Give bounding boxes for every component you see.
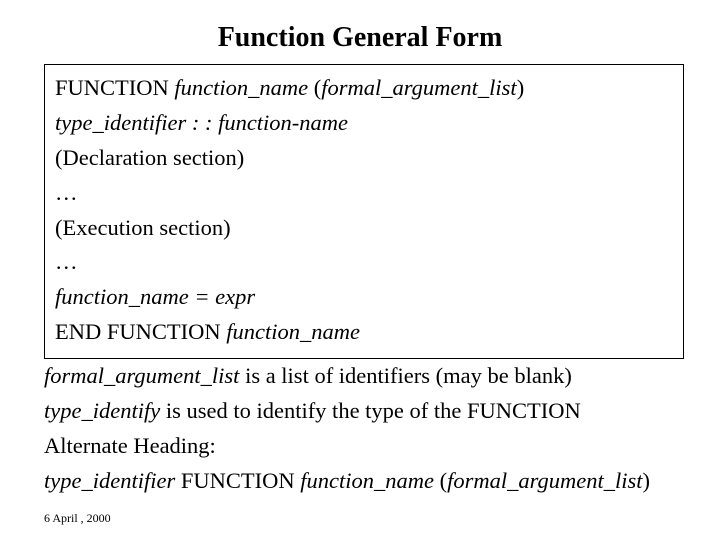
syntax-line-1: FUNCTION function_name (formal_argument_… <box>55 71 673 106</box>
description-block: formal_argument_list is a list of identi… <box>44 359 700 499</box>
syntax-box: FUNCTION function_name (formal_argument_… <box>44 64 684 359</box>
desc-1-text: is a list of identifiers (may be blank) <box>239 363 571 388</box>
desc-line-3: Alternate Heading: <box>44 429 700 464</box>
alt-type-id: type_identifier <box>44 468 175 493</box>
paren-open: ( <box>308 75 321 100</box>
alt-arg-list: formal_argument_list <box>447 468 642 493</box>
desc-line-2: type_identify is used to identify the ty… <box>44 394 700 429</box>
syntax-line-6: … <box>55 245 673 280</box>
paren-close: ) <box>517 75 525 100</box>
desc-2-text: is used to identify the type of the FUNC… <box>160 398 581 423</box>
term-type-identify: type_identify <box>44 398 160 423</box>
syntax-line-2: type_identifier : : function-name <box>55 106 673 141</box>
kw-end-function: END FUNCTION <box>55 319 226 344</box>
alt-kw-function: FUNCTION <box>175 468 300 493</box>
desc-line-4: type_identifier FUNCTION function_name (… <box>44 464 700 499</box>
alt-paren-close: ) <box>643 468 651 493</box>
kw-function: FUNCTION <box>55 75 174 100</box>
syntax-line-8: END FUNCTION function_name <box>55 315 673 350</box>
syntax-line-3: (Declaration section) <box>55 141 673 176</box>
syntax-line-5: (Execution section) <box>55 211 673 246</box>
footer-date: 6 April , 2000 <box>44 511 111 526</box>
arg-list: formal_argument_list <box>321 75 516 100</box>
syntax-line-7: function_name = expr <box>55 280 673 315</box>
alt-fn-name: function_name <box>300 468 434 493</box>
alt-paren-open: ( <box>434 468 447 493</box>
slide-title: Function General Form <box>0 0 720 64</box>
desc-line-1: formal_argument_list is a list of identi… <box>44 359 700 394</box>
fn-name: function_name <box>174 75 308 100</box>
term-formal-arg: formal_argument_list <box>44 363 239 388</box>
syntax-line-4: … <box>55 176 673 211</box>
fn-name-end: function_name <box>226 319 360 344</box>
